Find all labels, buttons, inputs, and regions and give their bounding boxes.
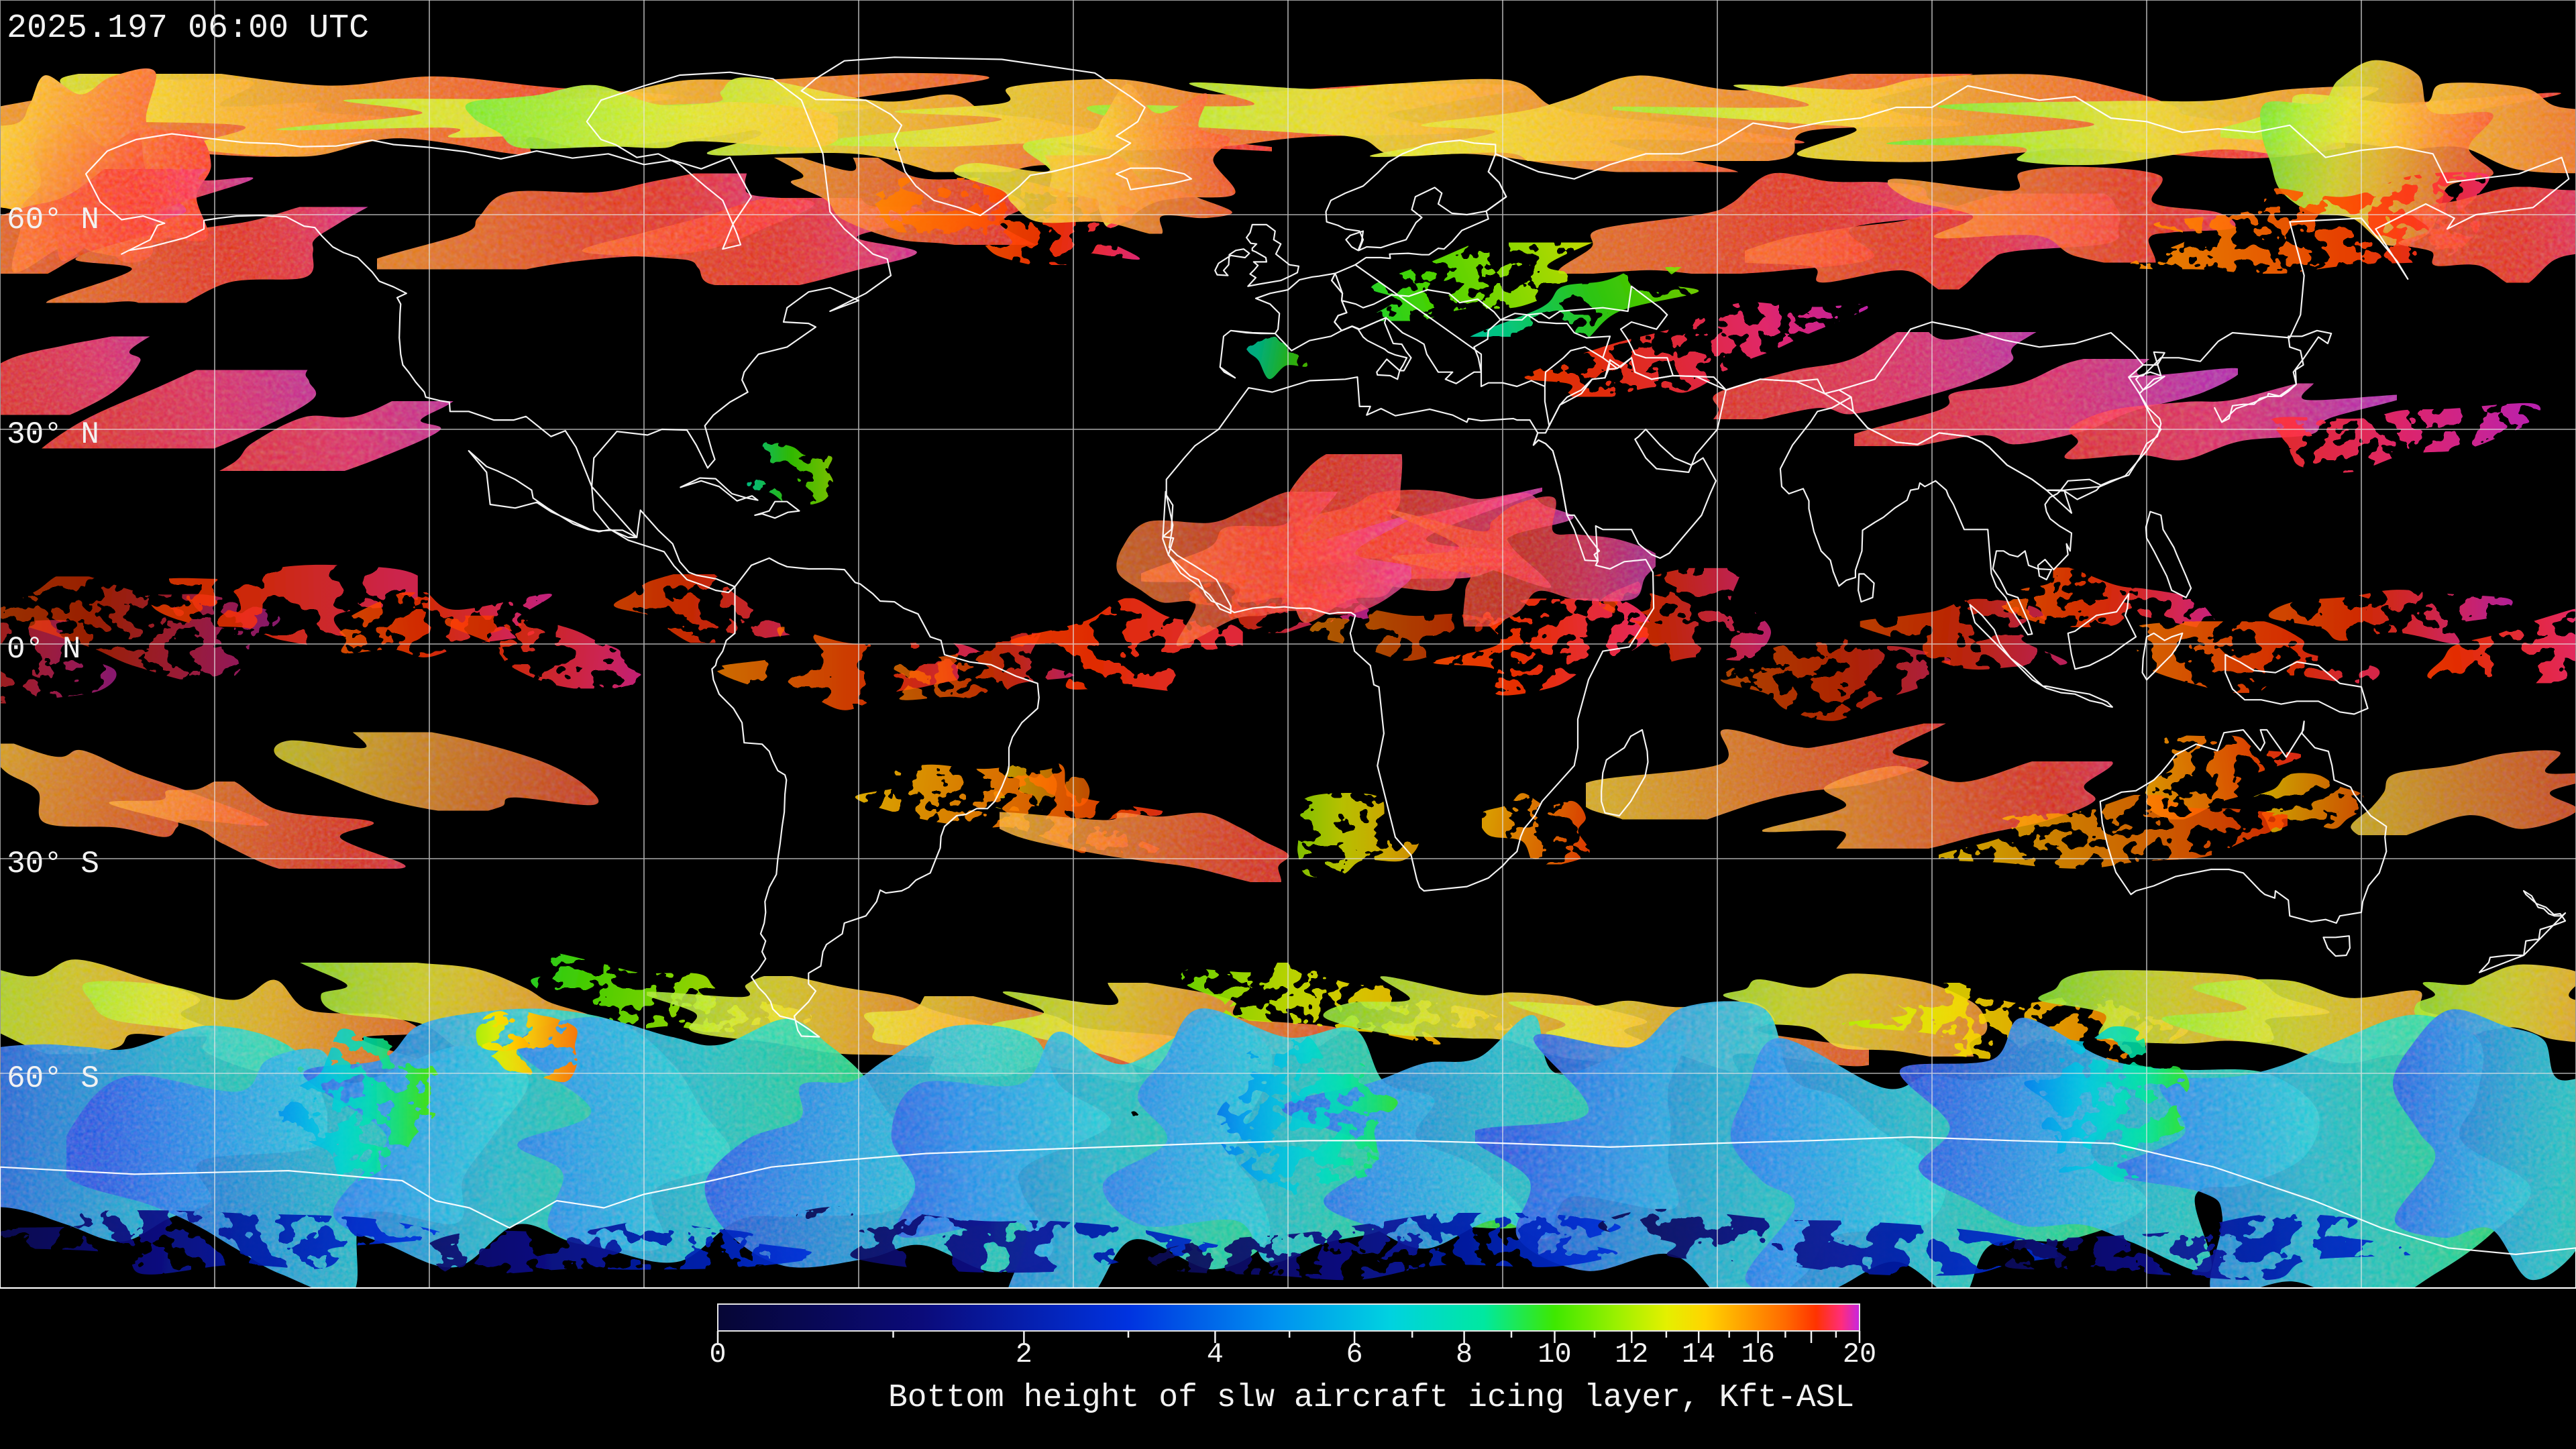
svg-text:4: 4 [1207, 1338, 1224, 1371]
svg-text:14: 14 [1682, 1338, 1715, 1371]
svg-text:20: 20 [1843, 1338, 1876, 1371]
svg-text:0° N: 0° N [7, 632, 80, 667]
svg-text:Bottom height of slw aircraft: Bottom height of slw aircraft icing laye… [888, 1380, 1854, 1416]
svg-text:6: 6 [1346, 1338, 1362, 1371]
svg-text:0: 0 [709, 1338, 726, 1371]
svg-text:60° S: 60° S [7, 1061, 99, 1096]
svg-text:2: 2 [1016, 1338, 1032, 1371]
svg-text:30° N: 30° N [7, 417, 99, 452]
svg-text:12: 12 [1615, 1338, 1648, 1371]
svg-text:8: 8 [1456, 1338, 1472, 1371]
svg-text:16: 16 [1741, 1338, 1774, 1371]
svg-text:2025.197 06:00 UTC: 2025.197 06:00 UTC [7, 9, 369, 48]
svg-text:10: 10 [1538, 1338, 1571, 1371]
svg-text:60° N: 60° N [7, 203, 99, 237]
svg-text:30° S: 30° S [7, 847, 99, 881]
